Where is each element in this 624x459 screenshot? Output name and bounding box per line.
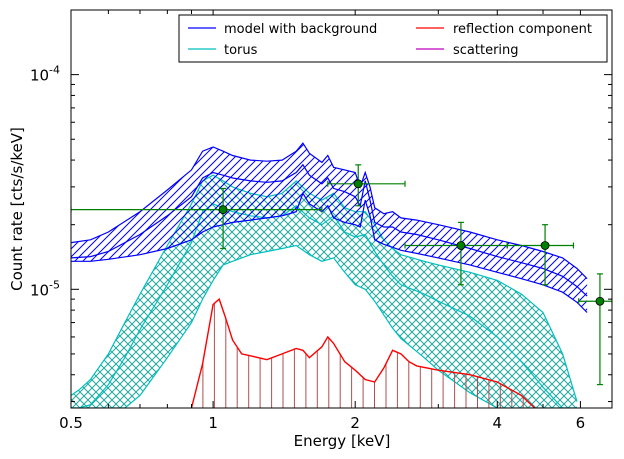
data-point — [595, 296, 605, 306]
data-point — [540, 241, 550, 250]
plot-frame — [70, 9, 613, 409]
y-tick-label: 10-5 — [30, 278, 60, 299]
model-with-background-mid-line — [71, 163, 588, 297]
data-points — [71, 164, 612, 386]
x-tick-label: 4 — [493, 414, 503, 432]
x-axis-label: Energy [keV] — [294, 432, 391, 450]
x-tick-label: 6 — [576, 414, 586, 432]
plot-area — [71, 142, 612, 408]
legend: model with background reflection compone… — [178, 14, 608, 63]
legend-label-scattering: scattering — [453, 43, 519, 58]
data-point — [218, 205, 228, 215]
reflection-line — [190, 297, 536, 408]
y-axis-label: Count rate [cts/s/keV] — [8, 127, 26, 291]
reflection-component — [190, 297, 536, 408]
data-point — [353, 179, 363, 189]
model-band — [71, 142, 588, 313]
legend-label-reflection: reflection component — [453, 22, 592, 37]
y-axis-ticks: 10-5 10-4 — [30, 9, 612, 403]
x-tick-label: 0.5 — [59, 414, 83, 432]
model-with-background-fill — [71, 143, 588, 313]
y-tick-label: 10-4 — [30, 64, 60, 85]
torus-lower-line — [71, 244, 577, 408]
x-tick-label: 1 — [208, 414, 218, 432]
model-with-background-upper-line — [71, 142, 588, 280]
x-tick-label: 2 — [350, 414, 360, 432]
x-axis-ticks: 0.5 1 2 4 6 — [59, 10, 585, 432]
legend-frame — [178, 14, 608, 63]
torus-mid-line — [71, 203, 577, 408]
legend-label-model: model with background — [224, 22, 377, 37]
model-with-background-lower-line — [71, 191, 588, 313]
legend-label-torus: torus — [224, 43, 258, 58]
data-point — [456, 241, 466, 250]
